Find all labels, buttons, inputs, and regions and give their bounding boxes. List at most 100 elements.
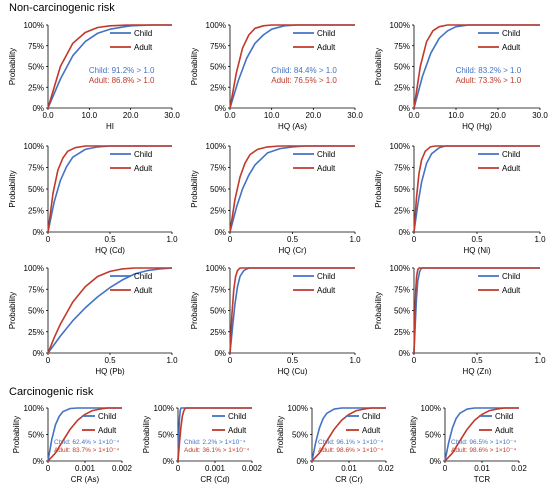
x-tick-label: 0 (412, 235, 417, 244)
y-tick-label: 0% (32, 104, 44, 113)
x-axis-label: CR (As) (71, 475, 100, 484)
section-title-carcinogenic: Carcinogenic risk (9, 386, 94, 398)
annotation-adult: Adult: 36.1% > 1×10⁻⁴ (184, 447, 249, 454)
y-tick-label: 100% (154, 404, 174, 413)
y-tick-label: 25% (210, 207, 226, 216)
x-tick-label: 0 (412, 356, 417, 365)
x-axis-label: CR (Cd) (200, 475, 230, 484)
x-tick-label: 0 (228, 356, 233, 365)
annotation-child: Child: 2.2% > 1×10⁻⁴ (184, 439, 246, 446)
y-tick-label: 100% (390, 264, 410, 273)
chart-panel-4: 0% 25% 50% 75% 100% 0 0.5 1.0 HQ (Cd) Probability… (8, 142, 178, 255)
chart-panel-8: 0% 25% 50% 75% 100% 0 0.5 1.0 HQ (Cu) Probability… (190, 264, 361, 376)
y-tick-label: 25% (28, 328, 44, 337)
y-tick-label: 50% (210, 185, 226, 194)
y-tick-label: 0% (32, 457, 44, 466)
x-tick-label: 1.0 (349, 235, 361, 244)
chart-panel-13: 0% 50% 100% 0 0.01 0.02 TCR Probability Child Adu… (409, 404, 527, 484)
series-line-adult (47, 407, 122, 462)
x-tick-label: 0.5 (104, 235, 116, 244)
annotation-child: Child: 84.4% > 1.0 (271, 66, 337, 75)
chart-panel-12: 0% 50% 100% 0 0.01 0.02 CR (Cr) Probability Chil… (276, 404, 394, 484)
x-tick-label: 0 (310, 464, 315, 473)
legend-label-adult: Adult (134, 164, 153, 173)
y-tick-label: 100% (390, 21, 410, 30)
x-tick-label: 10.0 (448, 111, 464, 120)
x-axis-label: HQ (Cd) (95, 246, 125, 255)
x-tick-label: 1.0 (534, 235, 546, 244)
x-tick-label: 10.0 (264, 111, 280, 120)
legend-label-adult: Adult (495, 426, 514, 435)
series-line-child (47, 267, 173, 354)
x-tick-label: 0.001 (205, 464, 226, 473)
chart-panel-6: 0% 25% 50% 75% 100% 0 0.5 1.0 HQ (Ni) Probability… (374, 142, 546, 255)
legend-label-adult: Adult (317, 286, 336, 295)
series-line-child (229, 145, 355, 233)
x-tick-label: 0.002 (242, 464, 263, 473)
x-tick-label: 0 (46, 235, 51, 244)
chart-panel-9: 0% 25% 50% 75% 100% 0 0.5 1.0 HQ (Zn) Probability… (374, 264, 546, 376)
annotation-adult: Adult: 86.8% > 1.0 (89, 76, 155, 85)
y-tick-label: 0% (296, 457, 308, 466)
annotation-adult: Adult: 83.7% > 1×10⁻⁴ (54, 447, 119, 454)
y-tick-label: 75% (28, 285, 44, 294)
x-tick-label: 0.0 (224, 111, 236, 120)
series-line-child (47, 407, 122, 462)
series-line-adult (229, 145, 355, 233)
series-line-child (311, 407, 386, 462)
x-tick-label: 0.5 (104, 356, 116, 365)
series-line-adult (311, 407, 386, 462)
x-tick-label: 0 (46, 464, 51, 473)
x-tick-label: 0 (176, 464, 181, 473)
y-tick-label: 25% (394, 207, 410, 216)
y-tick-label: 25% (210, 83, 226, 92)
x-tick-label: 0.0 (42, 111, 54, 120)
legend-label-adult: Adult (98, 426, 117, 435)
legend-label-child: Child (495, 412, 513, 421)
x-tick-label: 1.0 (166, 356, 178, 365)
series-line-adult (413, 145, 540, 233)
y-tick-label: 50% (28, 431, 44, 440)
y-axis-label: Probability (374, 292, 383, 329)
y-tick-label: 0% (214, 349, 226, 358)
x-tick-label: 0.001 (75, 464, 96, 473)
annotation-adult: Adult: 98.6% > 1×10⁻⁴ (451, 447, 516, 454)
chart-panel-5: 0% 25% 50% 75% 100% 0 0.5 1.0 HQ (Cr) Probability… (190, 142, 361, 255)
y-tick-label: 25% (28, 83, 44, 92)
series-line-adult (47, 24, 172, 109)
legend-label-child: Child (317, 272, 335, 281)
series-line-adult (177, 407, 252, 462)
x-tick-label: 0.5 (471, 356, 483, 365)
y-tick-label: 0% (214, 228, 226, 237)
x-axis-label: HQ (As) (278, 122, 307, 131)
chart-panel-11: 0% 50% 100% 0 0.001 0.002 CR (Cd) Probability Ch… (142, 404, 263, 484)
x-axis-label: HQ (Zn) (463, 367, 492, 376)
y-tick-label: 0% (398, 104, 410, 113)
y-tick-label: 25% (28, 207, 44, 216)
x-tick-label: 20.0 (490, 111, 506, 120)
series-line-adult (229, 24, 355, 109)
y-tick-label: 100% (206, 142, 226, 151)
y-tick-label: 0% (429, 457, 441, 466)
x-tick-label: 0.5 (287, 356, 299, 365)
x-axis-label: HQ (Cr) (279, 246, 307, 255)
y-tick-label: 50% (210, 307, 226, 316)
y-tick-label: 50% (394, 307, 410, 316)
x-tick-label: 0.002 (112, 464, 133, 473)
chart-panel-7: 0% 25% 50% 75% 100% 0 0.5 1.0 HQ (Pb) Probability… (8, 264, 178, 376)
legend-label-adult: Adult (502, 164, 521, 173)
x-axis-label: TCR (474, 475, 491, 484)
legend-label-child: Child (134, 150, 152, 159)
y-axis-label: Probability (276, 416, 285, 453)
x-tick-label: 30.0 (164, 111, 180, 120)
y-tick-label: 75% (28, 42, 44, 51)
x-tick-label: 30.0 (347, 111, 363, 120)
y-tick-label: 50% (292, 431, 308, 440)
legend-label-child: Child (317, 150, 335, 159)
annotation-adult: Adult: 98.6% > 1×10⁻⁴ (318, 447, 383, 454)
chart-panel-3: 0% 25% 50% 75% 100% 0.0 10.0 20.0 30.0 HQ (Hg) Pro… (374, 21, 548, 131)
y-tick-label: 50% (28, 307, 44, 316)
x-tick-label: 0.0 (408, 111, 420, 120)
legend-label-adult: Adult (134, 286, 153, 295)
legend-label-adult: Adult (134, 43, 153, 52)
